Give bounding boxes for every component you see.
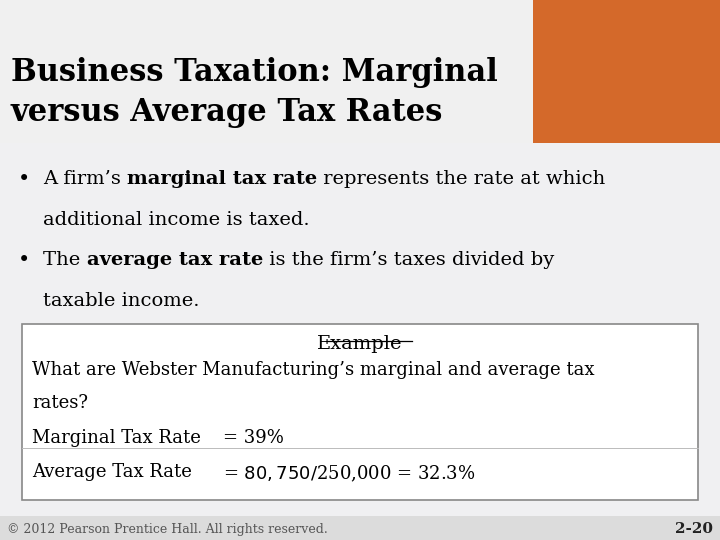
Text: Average Tax Rate: Average Tax Rate — [32, 463, 192, 481]
Text: Marginal Tax Rate: Marginal Tax Rate — [32, 429, 202, 447]
Text: = $80,750/$250,000 = 32.3%: = $80,750/$250,000 = 32.3% — [223, 463, 476, 484]
FancyBboxPatch shape — [0, 143, 720, 516]
FancyBboxPatch shape — [22, 324, 698, 500]
Text: taxable income.: taxable income. — [43, 292, 199, 309]
Text: is the firm’s taxes divided by: is the firm’s taxes divided by — [263, 251, 554, 269]
Text: = 39%: = 39% — [223, 429, 284, 447]
Text: Business Taxation: Marginal: Business Taxation: Marginal — [11, 57, 498, 87]
Text: The: The — [43, 251, 86, 269]
FancyBboxPatch shape — [0, 0, 533, 143]
Text: What are Webster Manufacturing’s marginal and average tax: What are Webster Manufacturing’s margina… — [32, 361, 595, 379]
Text: 2-20: 2-20 — [675, 522, 713, 536]
Text: •: • — [18, 251, 30, 270]
Text: rates?: rates? — [32, 394, 89, 412]
Text: © 2012 Pearson Prentice Hall. All rights reserved.: © 2012 Pearson Prentice Hall. All rights… — [7, 523, 328, 536]
Text: additional income is taxed.: additional income is taxed. — [43, 211, 310, 228]
Text: versus Average Tax Rates: versus Average Tax Rates — [11, 97, 444, 128]
Text: average tax rate: average tax rate — [86, 251, 263, 269]
Text: represents the rate at which: represents the rate at which — [318, 170, 606, 188]
Text: marginal tax rate: marginal tax rate — [127, 170, 318, 188]
Text: A firm’s: A firm’s — [43, 170, 127, 188]
Text: Example: Example — [318, 335, 402, 353]
FancyBboxPatch shape — [0, 0, 720, 143]
Text: •: • — [18, 170, 30, 189]
